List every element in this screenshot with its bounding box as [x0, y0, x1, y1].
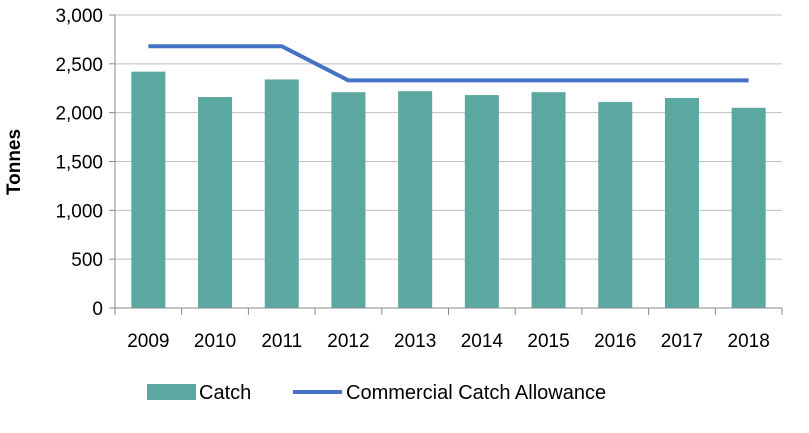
bar-catch-2018 — [731, 107, 766, 309]
x-tick-label-2016: 2016 — [594, 331, 636, 352]
x-tick-label-2012: 2012 — [327, 331, 369, 352]
x-tick-label-2013: 2013 — [394, 331, 436, 352]
x-tick-label-2015: 2015 — [527, 331, 569, 352]
catch-bars — [131, 71, 766, 309]
legend-swatch-catch — [147, 384, 196, 400]
y-tick-label: 0 — [92, 299, 103, 320]
bar-catch-2013 — [398, 91, 433, 309]
x-tick-label-2017: 2017 — [661, 331, 703, 352]
y-tick-label: 500 — [71, 250, 103, 271]
y-tick-label: 2,000 — [55, 104, 103, 125]
x-tick-label-2014: 2014 — [461, 331, 504, 352]
legend-label-catch: Catch — [199, 382, 251, 404]
bar-catch-2016 — [598, 101, 633, 308]
bar-catch-2011 — [264, 79, 299, 309]
x-tick-label-2010: 2010 — [194, 331, 236, 352]
x-tick-label-2011: 2011 — [261, 331, 302, 352]
x-tick-label-2009: 2009 — [127, 331, 169, 352]
legend-label-allowance: Commercial Catch Allowance — [346, 382, 606, 404]
y-tick-label: 2,500 — [55, 55, 103, 76]
y-tick-label: 3,000 — [55, 6, 103, 27]
y-tick-label: 1,500 — [55, 153, 103, 174]
axes: 0 500 1,000 1,500 2,000 2,500 3,000 2009 2010 201… — [55, 6, 783, 352]
bar-catch-2014 — [464, 95, 499, 308]
bar-catch-2015 — [531, 92, 566, 308]
bar-catch-2012 — [331, 92, 366, 308]
y-axis-title: Tonnes — [4, 129, 25, 195]
legend: Catch Commercial Catch Allowance — [147, 382, 606, 404]
y-tick-label: 1,000 — [55, 201, 103, 222]
line-allowance — [148, 44, 749, 83]
x-tick-label-2018: 2018 — [728, 331, 770, 352]
bar-catch-2009 — [131, 71, 166, 308]
bar-catch-2010 — [198, 97, 233, 308]
bar-catch-2017 — [664, 98, 699, 309]
allowance-line-group — [148, 44, 749, 83]
